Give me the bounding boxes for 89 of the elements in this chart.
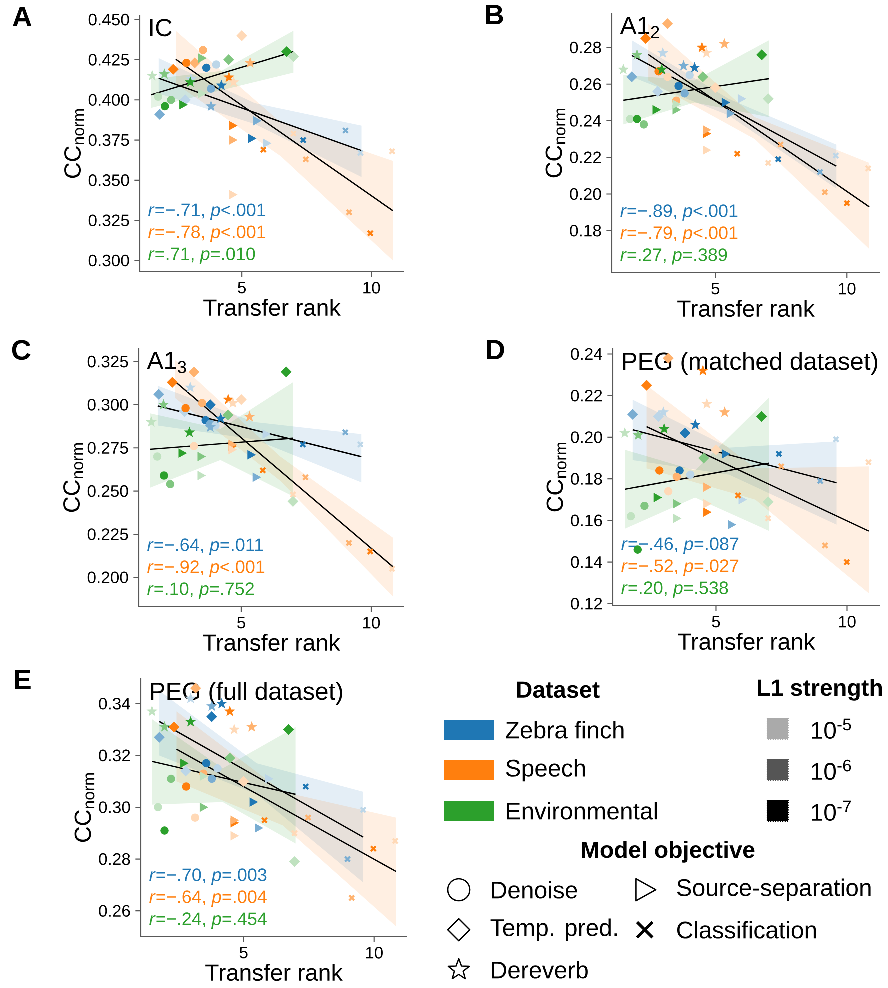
y-tick-label: 0.325: [88, 356, 128, 368]
x-tick-label: 5: [237, 617, 246, 629]
y-tick-label: 0.18: [571, 473, 602, 485]
annotation: r=−.64, p=.011: [148, 538, 264, 555]
legend-label: 10$^{-6}$: [812, 760, 852, 780]
annotation: r=.20, p=.538: [622, 582, 728, 598]
annotation: r=.71, p=.010: [148, 248, 256, 264]
y-tick-label: 0.12: [571, 598, 602, 610]
legend-label: Denoise: [492, 881, 578, 899]
y-tick-label: 0.26: [570, 78, 602, 90]
y-tick-label: 0.200: [88, 572, 128, 584]
y-tick-label: 0.300: [88, 254, 130, 267]
annotation: r=−.52, p=.027: [622, 560, 739, 576]
y-tick-label: 0.450: [88, 14, 130, 26]
y-tick-label: 0.24: [571, 348, 602, 360]
text: E: [15, 670, 31, 690]
x-axis-title: Transfer rank: [204, 298, 341, 316]
y-tick-label: 0.275: [88, 442, 128, 454]
x-axis-title: Transfer rank: [203, 634, 340, 652]
y-tick-label: 0.375: [88, 134, 130, 146]
y-tick-label: 0.325: [88, 214, 130, 226]
y-tick-label: 0.20: [570, 188, 602, 200]
legend-label: Environmental: [507, 802, 658, 820]
annotation: r=−.70, p=.003: [150, 868, 267, 885]
text: Model objective: [582, 841, 755, 863]
chart-title: IC: [150, 19, 172, 37]
x-axis-title: Transfer rank: [206, 964, 343, 982]
y-tick-label: 0.400: [88, 94, 130, 106]
x-tick-label: 5: [712, 283, 720, 295]
text: Dataset: [517, 682, 600, 698]
legend-label: 10$^{-7}$: [812, 800, 852, 822]
text: C: [12, 340, 31, 360]
annotation: r=−.79, p<.001: [620, 226, 738, 243]
y-axis-title: CC$_{norm}$: [546, 108, 566, 178]
chart-title: PEG (matched dataset): [623, 352, 878, 376]
y-tick-label: 0.16: [571, 514, 602, 527]
y-axis-title: CC$_{norm}$: [74, 773, 95, 842]
chart-title: A1$_{3}$: [147, 352, 186, 374]
annotation: r=−.92, p<.001: [148, 560, 265, 577]
y-tick-label: 0.20: [571, 432, 602, 444]
y-tick-label: 0.225: [88, 528, 128, 540]
legend-label: Temp. pred.: [490, 918, 617, 942]
y-tick-label: 0.32: [99, 750, 130, 762]
x-tick-label: 10: [839, 283, 856, 295]
y-tick-label: 0.14: [571, 556, 602, 568]
x-tick-label: 10: [364, 282, 380, 294]
legend-label: Dereverb: [492, 961, 588, 979]
x-axis-title: Transfer rank: [678, 632, 816, 650]
text: A: [12, 7, 32, 27]
x-tick-label: 5: [240, 947, 248, 959]
y-tick-label: 0.18: [570, 224, 602, 237]
annotation: r=−.46, p=.087: [622, 538, 739, 554]
legend-label: Source-separation: [677, 878, 871, 902]
y-tick-label: 0.22: [571, 390, 602, 402]
x-tick-label: 5: [712, 616, 720, 628]
y-axis-title: CC$_{norm}$: [64, 443, 84, 512]
legend-label: 10$^{-5}$: [812, 718, 852, 740]
y-tick-label: 0.24: [570, 115, 602, 127]
legend-label: Classification: [677, 921, 816, 939]
annotation: r=−.71, p<.001: [148, 204, 266, 220]
y-axis-title: CC$_{norm}$: [546, 442, 567, 512]
annotation: r=.27, p=.389: [620, 248, 728, 265]
x-tick-label: 10: [839, 616, 856, 628]
y-tick-label: 0.425: [88, 54, 130, 66]
y-tick-label: 0.28: [99, 853, 130, 866]
text: L1 strength: [758, 679, 882, 701]
y-axis-title: CC$_{norm}$: [64, 109, 84, 178]
y-tick-label: 0.28: [570, 42, 602, 54]
y-tick-label: 0.30: [99, 802, 130, 814]
chart-title: A1$_{2}$: [620, 17, 660, 38]
y-tick-label: 0.300: [88, 399, 128, 411]
x-axis-title: Transfer rank: [678, 300, 815, 318]
annotation: r=.10, p=.752: [148, 582, 254, 599]
annotation: r=−.78, p<.001: [148, 226, 266, 242]
annotation: r=−.64, p=.004: [150, 890, 267, 907]
legend-label: Zebra finch: [506, 721, 624, 739]
text: B: [486, 5, 504, 25]
y-tick-label: 0.250: [88, 485, 128, 498]
x-tick-label: 5: [238, 282, 246, 294]
y-tick-label: 0.22: [570, 152, 602, 164]
annotation: r=−.24, p=.454: [150, 912, 267, 929]
annotation: r=−.89, p<.001: [620, 204, 738, 221]
x-tick-label: 10: [363, 617, 380, 629]
x-tick-label: 10: [366, 947, 383, 959]
legend-label: Speech: [506, 759, 586, 782]
y-tick-label: 0.34: [99, 698, 130, 710]
y-tick-label: 0.26: [99, 905, 130, 917]
y-tick-label: 0.350: [88, 174, 130, 186]
text: D: [487, 340, 504, 360]
